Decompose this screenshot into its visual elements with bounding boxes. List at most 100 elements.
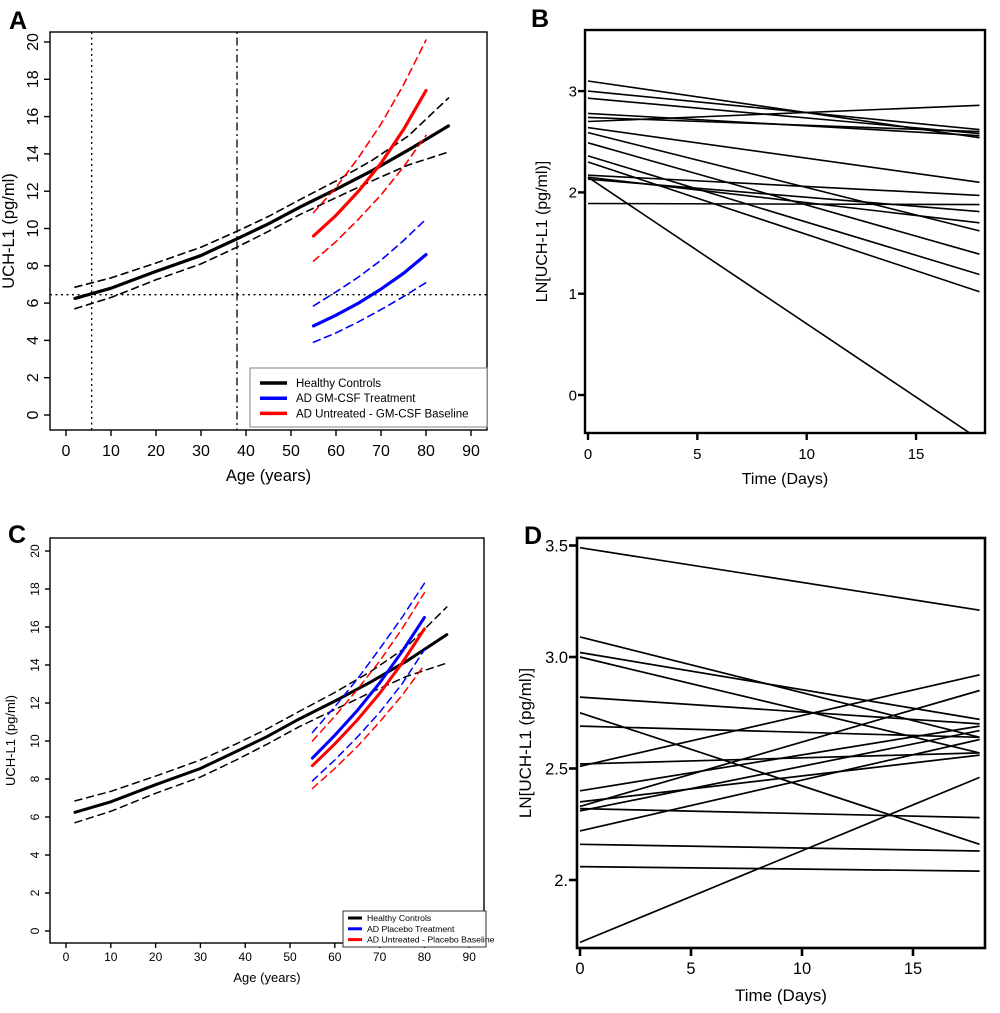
y-axis: 0 1 2 3 LN[UCH-L1 (pg/ml)] — [534, 83, 585, 404]
x-tick-label: 30 — [192, 443, 210, 460]
subject-line-11 — [579, 754, 980, 803]
legend-label-healthy-controls: Healthy Controls — [367, 913, 432, 923]
y-tick-label: 2.5 — [545, 760, 568, 778]
x-tick-label: 0 — [62, 443, 71, 460]
x-tick-label: 60 — [328, 950, 342, 964]
x-tick-label: 70 — [373, 950, 387, 964]
series-healthy-controls-ci-upper — [74, 97, 450, 289]
x-axis-title: Time (Days) — [742, 471, 829, 488]
subject-line-2 — [587, 90, 980, 131]
y-tick-label: 6 — [25, 299, 42, 308]
y-tick-label: 0 — [569, 387, 577, 404]
subject-line-15 — [587, 176, 972, 433]
y-tick-label: 10 — [25, 220, 42, 238]
subject-line-2 — [579, 636, 980, 739]
series-ad-untreated-gm-csf-baseline-ci-upper — [312, 39, 427, 214]
x-tick-label: 5 — [693, 446, 701, 463]
y-axis: 3.5 3.0 2.5 2. LN[UCH-L1 (pg/ml)] — [516, 537, 577, 890]
subject-line-12 — [587, 174, 980, 197]
legend-box — [342, 910, 487, 948]
subject-line-10 — [579, 725, 980, 792]
y-axis-title: UCH-L1 (pg/ml) — [3, 695, 18, 786]
y-axis: 0 2 4 6 8 10 12 14 16 18 20 UCH-L1 (pg/ml) — [3, 544, 50, 934]
series-healthy-controls-ci-upper — [74, 606, 448, 802]
y-tick-label: 20 — [28, 544, 42, 558]
x-axis: 0 10 20 30 40 50 60 70 80 90 Age (years) — [62, 430, 480, 485]
y-tick-label: 6 — [28, 813, 42, 820]
y-tick-label: 18 — [28, 582, 42, 596]
x-tick-label: 10 — [798, 446, 815, 463]
subject-line-3 — [579, 651, 980, 721]
x-tick-label: 20 — [149, 950, 163, 964]
series-healthy-controls-ci-lower — [74, 662, 448, 824]
subject-line-10 — [587, 155, 980, 276]
legend-label-healthy-controls: Healthy Controls — [296, 378, 381, 390]
subject-line-12 — [579, 689, 980, 808]
panel-d-label: D — [524, 522, 543, 550]
legend: Healthy Controls AD GM-CSF Treatment AD Un… — [249, 367, 488, 428]
y-tick-label: 3.0 — [545, 649, 568, 667]
y-tick-label: 8 — [28, 775, 42, 782]
x-axis: 0 10 20 30 40 50 60 70 80 90 Age (years) — [63, 943, 477, 985]
plot-frame — [575, 536, 987, 950]
x-tick-label: 50 — [282, 443, 300, 460]
series-ad-placebo-treatment-ci-upper — [311, 582, 426, 734]
y-tick-label: 12 — [25, 182, 42, 200]
x-tick-label: 10 — [793, 960, 811, 978]
x-tick-label: 90 — [462, 443, 480, 460]
x-tick-label: 90 — [463, 950, 477, 964]
subject-line-1 — [579, 546, 980, 612]
y-tick-label: 4 — [25, 336, 42, 345]
legend-label-ad-untreated-placebo-baseline: AD Untreated - Placebo Baseline — [367, 935, 495, 945]
panel-d-plot: 0 5 10 15 Time (Days) 3.5 3.0 2.5 2. LN[UCH-L1 (p… — [516, 536, 987, 1005]
x-tick-label: 60 — [327, 443, 345, 460]
plot-frame — [49, 537, 485, 944]
data-series — [73, 582, 449, 824]
x-axis: 0 5 10 15 Time (Days) — [584, 433, 925, 488]
subject-line-9 — [587, 142, 980, 255]
y-tick-label: 3.5 — [545, 537, 568, 555]
x-tick-label: 0 — [575, 960, 584, 978]
x-tick-label: 15 — [904, 960, 922, 978]
subject-line-14 — [579, 729, 980, 812]
x-axis-title: Age (years) — [233, 970, 300, 985]
panel-c-label: C — [8, 521, 27, 549]
subject-line-16 — [579, 843, 980, 852]
y-tick-label: 20 — [25, 33, 42, 51]
y-axis-title: LN[UCH-L1 (pg/ml)] — [534, 161, 551, 302]
y-tick-label: 2 — [28, 889, 42, 896]
subject-line-15 — [579, 738, 980, 832]
legend-label-ad-untreated-gm-csf-baseline: AD Untreated - GM-CSF Baseline — [296, 408, 469, 420]
y-axis: 0 2 4 6 8 10 12 14 16 18 20 UCH-L1 (pg/ml) — [0, 33, 50, 419]
subject-line-17 — [579, 865, 980, 872]
subject-line-6 — [587, 104, 980, 123]
y-tick-label: 0 — [25, 410, 42, 419]
subject-line-11 — [587, 161, 980, 293]
subject-line-5 — [587, 116, 980, 133]
x-tick-label: 15 — [908, 446, 925, 463]
y-tick-label: 12 — [28, 696, 42, 710]
plot-frame — [583, 28, 987, 435]
y-tick-label: 3 — [569, 83, 577, 100]
x-tick-label: 40 — [239, 950, 253, 964]
x-tick-label: 40 — [237, 443, 255, 460]
subject-line-18 — [579, 776, 980, 944]
x-tick-label: 0 — [63, 950, 70, 964]
subject-line-7 — [587, 126, 980, 184]
data-series — [579, 546, 980, 944]
x-tick-label: 30 — [194, 950, 208, 964]
series-ad-untreated-gm-csf-baseline-ci-lower — [312, 134, 427, 262]
y-tick-label: 18 — [25, 70, 42, 88]
x-tick-label: 10 — [104, 950, 118, 964]
series-ad-gm-csf-treatment-ci-upper — [312, 218, 427, 307]
panel-b-plot: 0 5 10 15 Time (Days) 0 1 2 3 LN[UCH-L1 (pg/ml)] — [534, 28, 987, 488]
y-tick-label: 16 — [28, 620, 42, 634]
panel-b-label: B — [531, 5, 550, 33]
y-tick-label: 2 — [25, 373, 42, 382]
series-healthy-controls-ci-lower — [74, 151, 450, 310]
subject-line-3 — [587, 97, 980, 135]
panel-a-label: A — [9, 7, 28, 35]
series-healthy-controls — [73, 124, 451, 300]
